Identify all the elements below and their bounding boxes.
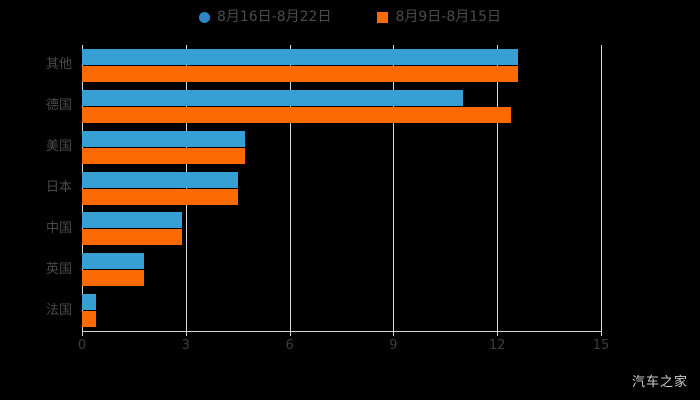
x-axis-line (82, 331, 602, 332)
x-axis-tick-mark (82, 331, 83, 336)
gridline (289, 45, 291, 331)
plot-area (82, 45, 602, 331)
y-axis-category-label: 日本 (45, 180, 72, 195)
gridline (393, 45, 395, 331)
y-axis-category-label: 法国 (45, 302, 72, 318)
legend-label-series-1: 8月16日-8月22日 (216, 9, 332, 25)
legend-square-marker-icon (377, 11, 389, 23)
bar[interactable] (82, 147, 245, 164)
bar[interactable] (82, 188, 238, 205)
x-axis-tick-label: 9 (389, 338, 398, 353)
x-axis-tick-mark (497, 331, 499, 336)
x-axis-tick-label: 15 (592, 338, 610, 353)
y-axis-category-label: 其他 (45, 57, 72, 73)
bar[interactable] (82, 89, 463, 106)
y-axis-category-label: 英国 (45, 261, 72, 277)
x-axis-tick-label: 0 (77, 338, 87, 353)
legend-label-series-2: 8月9日-8月15日 (395, 9, 502, 25)
x-axis-tick-mark (289, 331, 291, 336)
gridline (601, 45, 602, 331)
bar[interactable] (82, 106, 512, 123)
y-axis-category-label: 德国 (45, 98, 72, 114)
x-axis-tick-mark (393, 331, 395, 336)
legend-item-series-1[interactable]: 8月16日-8月22日 (198, 9, 332, 25)
gridline (497, 45, 499, 331)
watermark: 汽车之家 (631, 375, 688, 390)
bar[interactable] (82, 311, 96, 328)
bar[interactable] (82, 253, 145, 270)
gridline (185, 45, 187, 331)
y-axis-category-label: 美国 (45, 139, 72, 155)
bar[interactable] (82, 270, 145, 287)
bar[interactable] (82, 130, 245, 147)
x-axis-tick-label: 3 (181, 338, 190, 353)
chart-legend: 8月16日-8月22日 8月9日-8月15日 (0, 6, 700, 28)
y-axis-category-label: 中国 (45, 220, 72, 236)
bar[interactable] (82, 48, 518, 65)
legend-circle-marker-icon (198, 11, 210, 23)
x-axis-tick-mark (185, 331, 187, 336)
bar[interactable] (82, 212, 183, 229)
x-axis-tick-label: 12 (488, 338, 506, 353)
bar[interactable] (82, 294, 96, 311)
bar[interactable] (82, 171, 238, 188)
bar[interactable] (82, 65, 518, 82)
x-axis-tick-label: 6 (285, 338, 294, 353)
bar[interactable] (82, 229, 183, 246)
gridline (82, 45, 83, 331)
legend-item-series-2[interactable]: 8月9日-8月15日 (377, 10, 501, 24)
x-axis-tick-mark (601, 331, 602, 336)
